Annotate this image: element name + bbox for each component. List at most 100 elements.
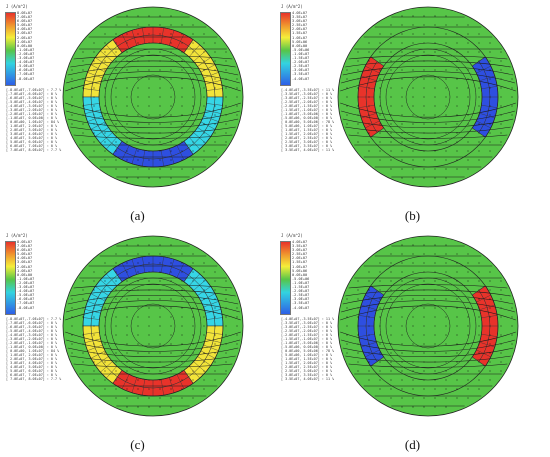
colorbar-title: J (A/m^2) xyxy=(281,4,303,9)
colorbar-tick-label: 6.0E+07 xyxy=(17,248,33,253)
colorbar-tick-label: -3.0E+07 xyxy=(292,68,310,73)
colorbar-tick-label: -3.0E+07 xyxy=(17,285,35,290)
legend-line: [-4.0E+07,-3.5E+07] : 11 % xyxy=(281,88,335,92)
colorbar-tick-label: -4.0E+07 xyxy=(292,305,310,310)
legend-line: [ 6.0E+07, 7.0E+07] : 0 % xyxy=(6,373,58,377)
colorbar-tick-label: 0.0E+00 xyxy=(17,272,33,277)
colorbar-tick-label: -3.0E+07 xyxy=(17,56,35,61)
colorbar xyxy=(280,241,291,315)
subfigure-label-c: (c) xyxy=(130,437,145,452)
legend-line: [-1.0E+07,-5.0E+06] : 0 % xyxy=(281,341,333,345)
stator-disk xyxy=(337,6,519,188)
legend-line: [-6.0E+07,-5.0E+07] : 0 % xyxy=(6,96,58,100)
distribution-legend: [-8.0E+07,-7.0E+07] : 7.7 % [-7.0E+07,-6.… xyxy=(6,317,61,381)
colorbar-title: J (A/m^2) xyxy=(281,233,303,238)
stator-disk xyxy=(337,235,519,417)
legend-line: [ 5.0E+06, 1.0E+07] : 0 % xyxy=(281,353,333,357)
motor-cross-section xyxy=(337,6,519,188)
colorbar-tick-label: -4.0E+07 xyxy=(17,60,35,65)
colorbar-tick-label: -2.0E+07 xyxy=(292,289,310,294)
colorbar-tick-label: -1.0E+07 xyxy=(292,51,310,56)
colorbar-tick-label: -7.0E+07 xyxy=(17,301,35,306)
subfigure-label-a: (a) xyxy=(130,208,145,223)
colorbar-tick-label: -1.5E+07 xyxy=(292,56,310,61)
colorbar-tick-label: -2.0E+07 xyxy=(17,51,35,56)
colorbar-tick-label: -1.0E+07 xyxy=(17,276,35,281)
flux-lines xyxy=(65,16,241,178)
colorbar-tick-label: 5.0E+07 xyxy=(17,23,33,28)
flux-lines xyxy=(65,245,241,407)
legend-line: [-6.0E+07,-5.0E+07] : 0 % xyxy=(6,325,58,329)
colorbar-tick-label: 5.0E+07 xyxy=(17,252,33,257)
legend-line: [ 1.5E+07, 2.0E+07] : 0 % xyxy=(281,361,333,365)
legend-line: [ 5.0E+07, 6.0E+07] : 0 % xyxy=(6,140,58,144)
colorbar-tick-label: -5.0E+07 xyxy=(17,293,35,298)
legend-line: [ 1.0E+07, 2.0E+07] : 0 % xyxy=(6,353,58,357)
colorbar-tick-label: 0.0E+00 xyxy=(292,272,308,277)
legend-line: [ 3.0E+07, 3.5E+07] : 0 % xyxy=(281,373,333,377)
legend-line: [ 0.0E+00, 5.0E+06] : 78 % xyxy=(281,349,335,353)
legend-line: [ 6.0E+07, 7.0E+07] : 0 % xyxy=(6,144,58,148)
colorbar-tick-label: -1.5E+07 xyxy=(292,285,310,290)
colorbar-tick-label: 1.0E+07 xyxy=(17,39,33,44)
colorbar-tick-label: -8.0E+07 xyxy=(17,76,35,81)
colorbar-tick-label: 1.0E+07 xyxy=(17,268,33,273)
colorbar-ticks: 4.0E+07 3.5E+07 3.0E+07 2.5E+07 2.0E+07 1.5E+… xyxy=(292,11,309,81)
motor-cross-section xyxy=(337,235,519,417)
legend-line: [ 2.5E+07, 3.0E+07] : 0 % xyxy=(281,369,333,373)
legend-line: [-4.0E+07,-3.0E+07] : 0 % xyxy=(6,333,58,337)
colorbar-tick-label: -2.5E+07 xyxy=(292,64,310,69)
colorbar-ticks: 8.0E+07 7.0E+07 6.0E+07 5.0E+07 4.0E+07 3.0E+… xyxy=(17,11,34,81)
colorbar-tick-label: 0.0E+00 xyxy=(17,43,33,48)
colorbar-tick-label: -7.0E+07 xyxy=(17,72,35,77)
colorbar-tick-label: -4.0E+07 xyxy=(292,76,310,81)
colorbar-tick-label: -8.0E+07 xyxy=(17,305,35,310)
colorbar-tick-label: 8.0E+07 xyxy=(17,11,33,15)
motor-cross-section xyxy=(62,235,244,417)
legend-line: [-5.0E+07,-4.0E+07] : 0 % xyxy=(6,329,58,333)
colorbar-title: J (A/m^2) xyxy=(6,4,28,9)
colorbar-tick-label: -5.0E+06 xyxy=(292,47,310,52)
legend-line: [ 2.0E+07, 2.5E+07] : 0 % xyxy=(281,365,333,369)
colorbar-tick-label: 6.0E+07 xyxy=(17,19,33,24)
colorbar-tick-label: -1.0E+07 xyxy=(292,280,310,285)
legend-line: [ 4.0E+07, 5.0E+07] : 0 % xyxy=(6,365,58,369)
colorbar-tick-label: -6.0E+07 xyxy=(17,68,35,73)
legend-line: [ 1.5E+07, 2.0E+07] : 0 % xyxy=(281,132,333,136)
flux-lines xyxy=(340,245,516,407)
legend-line: [-8.0E+07,-7.0E+07] : 7.7 % xyxy=(6,88,62,92)
legend-line: [-1.0E+07, 0.0E+00] : 0 % xyxy=(6,345,58,349)
colorbar-tick-label: 2.0E+07 xyxy=(17,264,33,269)
legend-line: [-8.0E+07,-7.0E+07] : 7.7 % xyxy=(6,317,62,321)
legend-line: [ 1.0E+07, 2.0E+07] : 0 % xyxy=(6,124,58,128)
colorbar-tick-label: 3.5E+07 xyxy=(292,15,308,20)
subfigure-label-d: (d) xyxy=(404,437,421,452)
legend-line: [ 5.0E+07, 6.0E+07] : 0 % xyxy=(6,369,58,373)
colorbar-tick-label: 4.0E+07 xyxy=(17,27,33,32)
legend-line: [-3.0E+07,-2.5E+07] : 0 % xyxy=(281,325,333,329)
legend-line: [-3.0E+07,-2.0E+07] : 0 % xyxy=(6,337,58,341)
legend-line: [-3.5E+07,-3.0E+07] : 0 % xyxy=(281,321,333,325)
legend-line: [-1.5E+07,-1.0E+07] : 0 % xyxy=(281,108,333,112)
legend-line: [ 3.0E+07, 4.0E+07] : 0 % xyxy=(6,361,58,365)
legend-line: [ 2.0E+07, 2.5E+07] : 0 % xyxy=(281,136,333,140)
subfigure-label-b: (b) xyxy=(404,208,421,223)
colorbar-tick-label: 2.0E+07 xyxy=(292,27,308,32)
legend-line: [ 2.5E+07, 3.0E+07] : 0 % xyxy=(281,140,333,144)
colorbar-tick-label: 1.0E+07 xyxy=(292,35,308,40)
colorbar-title: J (A/m^2) xyxy=(6,233,28,238)
legend-line: [-2.0E+07,-1.0E+07] : 0 % xyxy=(6,112,58,116)
panel-b: J (A/m^2) 4.0E+07 3.5E+07 3.0E+07 2.5E+07 2.0… xyxy=(275,0,550,228)
colorbar-tick-label: -5.0E+06 xyxy=(292,276,310,281)
legend-line: [ 3.0E+07, 4.0E+07] : 0 % xyxy=(6,132,58,136)
colorbar-ticks: 8.0E+07 7.0E+07 6.0E+07 5.0E+07 4.0E+07 3.0E+… xyxy=(17,240,34,310)
colorbar-tick-label: 5.0E+06 xyxy=(292,39,308,44)
legend-line: [ 4.0E+07, 5.0E+07] : 0 % xyxy=(6,136,58,140)
colorbar xyxy=(5,12,16,86)
legend-line: [ 3.5E+07, 4.0E+07] : 11 % xyxy=(281,377,335,381)
colorbar-tick-label: 3.0E+07 xyxy=(292,248,308,253)
legend-line: [-3.0E+07,-2.5E+07] : 0 % xyxy=(281,96,333,100)
colorbar-tick-label: 4.0E+07 xyxy=(292,240,308,244)
distribution-legend: [-8.0E+07,-7.0E+07] : 7.7 % [-7.0E+07,-6.… xyxy=(6,88,61,152)
panel-a: J (A/m^2) 8.0E+07 7.0E+07 6.0E+07 5.0E+07 4.0… xyxy=(0,0,275,228)
